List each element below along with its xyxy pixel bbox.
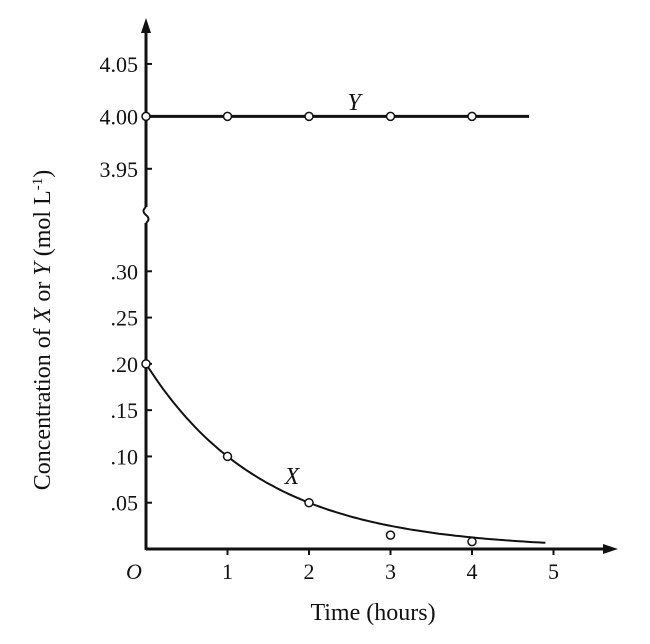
y-tick-label: 4.00 xyxy=(100,104,139,129)
y-tick-label: .25 xyxy=(111,306,139,331)
series-y-point xyxy=(141,111,151,122)
series-x-point xyxy=(385,530,396,540)
x-axis-arrow xyxy=(603,544,618,554)
y-axis-title-text: ) xyxy=(30,170,56,178)
y-axis-title-exponent: -1 xyxy=(30,178,46,191)
y-tick-label: 3.95 xyxy=(100,157,139,182)
series-label-y: Y xyxy=(347,90,363,116)
series-label-x: X xyxy=(284,464,301,490)
y-tick-label: 4.05 xyxy=(100,52,139,77)
x-tick-label: O xyxy=(126,559,142,584)
y-axis-title-text: Concentration of xyxy=(30,322,56,490)
y-axis-title: Concentration of X or Y (mol L-1) xyxy=(30,170,56,490)
y-axis-title-variable: X xyxy=(30,306,56,323)
axes xyxy=(141,18,618,554)
series-y-point xyxy=(304,111,314,122)
x-axis-title: Time (hours) xyxy=(310,600,435,626)
series xyxy=(145,114,546,544)
y-axis-break-mark xyxy=(142,206,150,224)
x-tick-label: 1 xyxy=(222,559,233,584)
x-tick-label: 5 xyxy=(548,559,559,584)
series-x-point xyxy=(222,451,233,462)
series-x-point xyxy=(141,359,151,369)
series-y-point xyxy=(385,111,396,122)
y-tick-label: .20 xyxy=(111,352,139,377)
y-tick-label: .30 xyxy=(111,259,139,284)
series-x-point xyxy=(467,536,477,547)
y-tick-label: .10 xyxy=(111,444,139,469)
y-axis-arrow xyxy=(141,18,151,33)
x-tick-label: 4 xyxy=(467,559,478,584)
series-x-line xyxy=(145,363,546,544)
data-points xyxy=(141,111,477,547)
y-axis-title-text: or xyxy=(30,276,56,308)
labels: Time (hours) Concentration of X or Y (mo… xyxy=(30,90,436,626)
y-axis-title-variable: Y xyxy=(30,260,56,276)
y-tick-label: .05 xyxy=(111,491,139,516)
x-tick-label: 3 xyxy=(385,559,396,584)
x-tick-label: 2 xyxy=(304,559,315,584)
series-y-point xyxy=(467,111,477,122)
y-axis-title-text: (mol L xyxy=(30,190,56,262)
y-tick-label: .15 xyxy=(111,398,139,423)
series-x-point xyxy=(304,497,314,508)
ticks: O 1 2 3 4 5 3.95 4.00 4.05 .05 .10 .15 .20 .25 .30 xyxy=(100,52,560,584)
series-y-point xyxy=(222,111,233,122)
